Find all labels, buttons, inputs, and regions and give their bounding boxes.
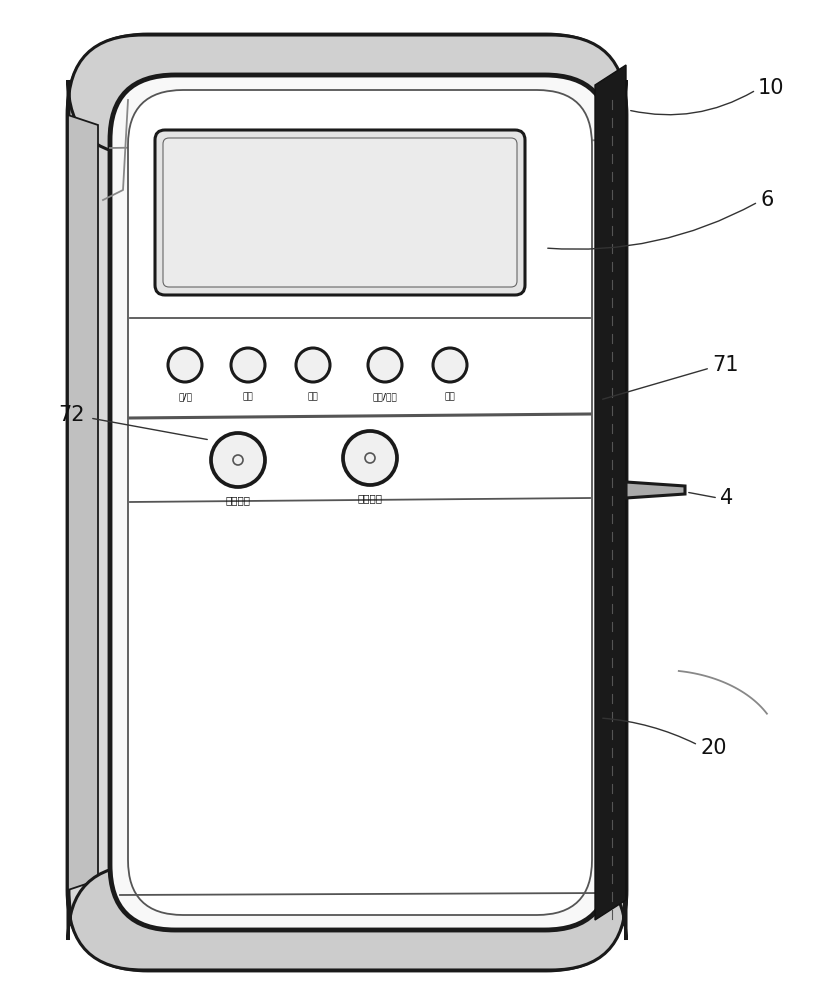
Circle shape xyxy=(343,431,397,485)
Circle shape xyxy=(211,433,265,487)
Text: 手势: 手势 xyxy=(243,392,253,401)
FancyBboxPatch shape xyxy=(155,130,525,295)
Text: 确认: 确认 xyxy=(445,392,455,401)
Polygon shape xyxy=(595,65,626,920)
Text: 20: 20 xyxy=(700,738,727,758)
Circle shape xyxy=(433,348,467,382)
FancyBboxPatch shape xyxy=(128,90,592,915)
FancyBboxPatch shape xyxy=(68,865,626,970)
Polygon shape xyxy=(626,482,685,498)
Text: 剂量: 剂量 xyxy=(308,392,318,401)
Text: 71: 71 xyxy=(712,355,738,375)
Circle shape xyxy=(231,348,265,382)
Circle shape xyxy=(168,348,202,382)
Text: 4: 4 xyxy=(720,488,733,508)
FancyBboxPatch shape xyxy=(68,35,626,970)
Polygon shape xyxy=(68,115,98,890)
Text: 生理盐水: 生理盐水 xyxy=(225,495,251,505)
Text: 运行/停止: 运行/停止 xyxy=(373,392,397,401)
Circle shape xyxy=(296,348,330,382)
FancyBboxPatch shape xyxy=(110,75,610,930)
Text: 开/关: 开/关 xyxy=(178,392,192,401)
Text: 10: 10 xyxy=(758,78,784,98)
Circle shape xyxy=(368,348,402,382)
FancyBboxPatch shape xyxy=(163,138,517,287)
FancyBboxPatch shape xyxy=(68,35,626,155)
Text: 6: 6 xyxy=(760,190,773,210)
Text: 72: 72 xyxy=(58,405,85,425)
Text: 止痛药水: 止痛药水 xyxy=(358,493,382,503)
